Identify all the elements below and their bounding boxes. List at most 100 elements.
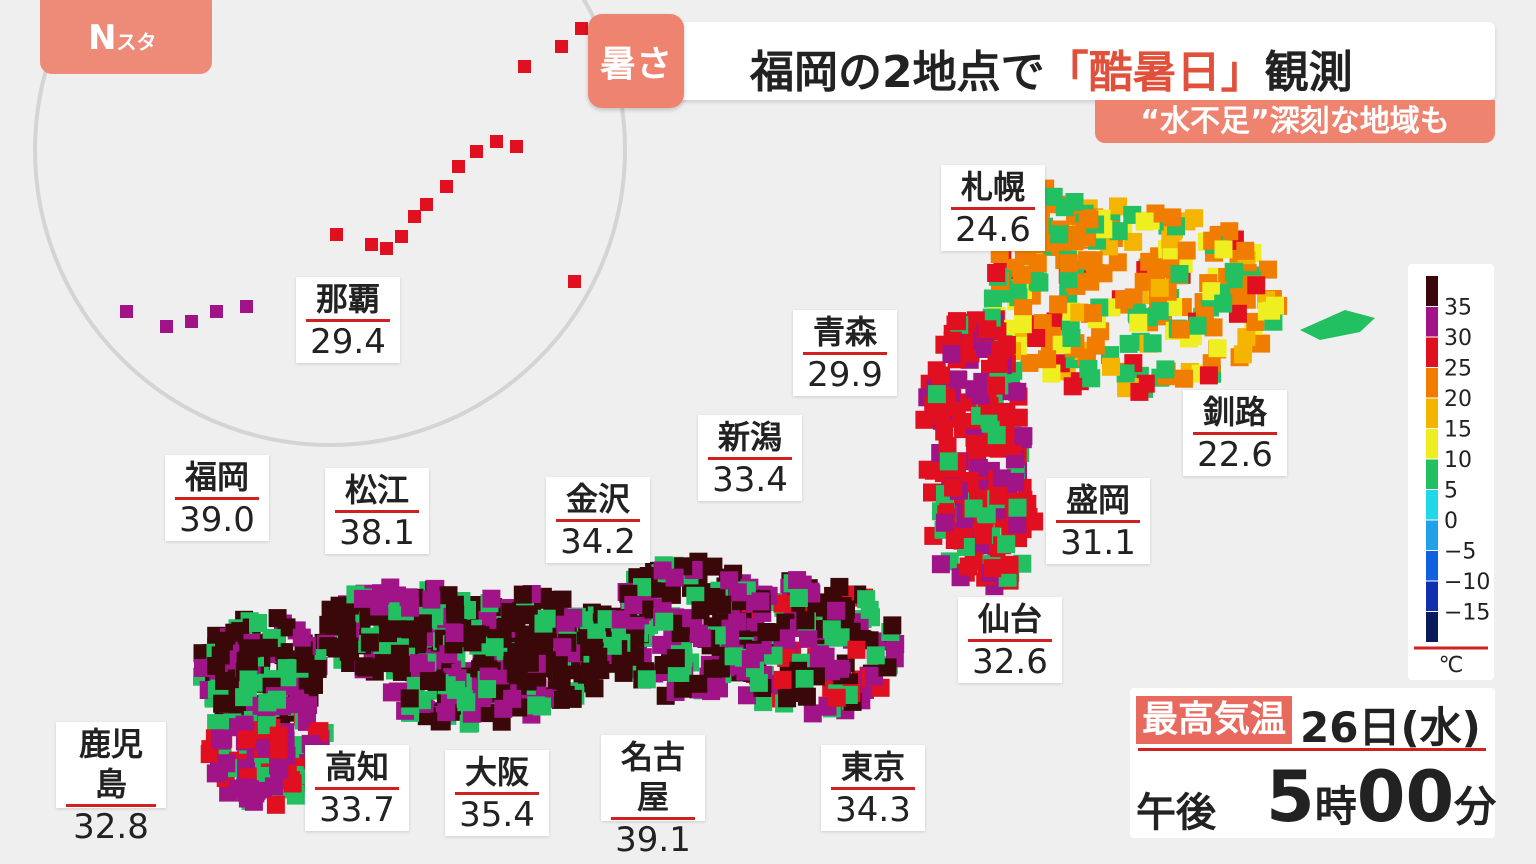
city-name: 東京: [831, 747, 915, 790]
map-cell: [308, 659, 327, 678]
city-label: 新潟 33.4: [698, 415, 802, 501]
map-cell: [1086, 336, 1105, 355]
info-date: 26日(水): [1300, 703, 1481, 752]
map-cell: [1055, 198, 1074, 217]
map-cell: [666, 649, 685, 668]
map-cell: [959, 557, 978, 576]
legend-swatch: [1426, 337, 1438, 368]
map-cell: [973, 526, 992, 545]
legend-tick-label: −15: [1444, 601, 1490, 626]
city-name: 釧路: [1193, 392, 1277, 435]
map-cell: [1163, 208, 1182, 227]
legend-tick-label: 10: [1444, 448, 1472, 473]
city-label: 東京 34.3: [821, 745, 925, 831]
map-cell: [1012, 265, 1031, 284]
logo-sub: スタ: [116, 30, 157, 54]
map-cell: [1062, 329, 1081, 347]
city-name: 高知: [315, 747, 399, 790]
legend-swatch: [1426, 276, 1438, 307]
map-cell: [1143, 334, 1162, 353]
legend-tick-label: 25: [1444, 357, 1472, 382]
city-temp: 24.6: [955, 210, 1031, 250]
map-cell: [1252, 334, 1271, 353]
map-cell: [374, 654, 393, 673]
map-cell: [1020, 353, 1039, 372]
map-cell: [741, 650, 760, 669]
map-cell: [1042, 364, 1061, 383]
map-cell: [915, 410, 934, 429]
legend-swatch: [1426, 367, 1438, 398]
map-cell: [457, 693, 476, 712]
map-cell: [667, 663, 686, 682]
map-cell: [720, 571, 739, 590]
map-cell: [215, 671, 234, 690]
map-cell: [485, 638, 504, 657]
map-cell: [120, 305, 133, 318]
map-cell: [482, 589, 501, 608]
map-cell: [277, 618, 296, 637]
map-cell: [691, 601, 710, 620]
city-name: 鹿児島: [66, 724, 156, 807]
map-cell: [292, 628, 311, 647]
city-name: 金沢: [556, 479, 640, 522]
legend-tick-label: 20: [1444, 387, 1472, 412]
map-cell: [372, 584, 390, 603]
map-cell: [365, 238, 378, 251]
map-cell: [564, 608, 583, 627]
map-cell: [1008, 382, 1027, 401]
map-cell: [1170, 265, 1189, 283]
map-cell: [520, 653, 539, 672]
city-label: 高知 33.7: [305, 745, 409, 831]
map-cell: [1109, 222, 1128, 241]
map-cell: [408, 629, 427, 648]
map-cell: [249, 614, 267, 632]
legend-swatch: [1426, 550, 1438, 581]
map-cell: [185, 315, 198, 328]
map-cell: [591, 661, 610, 680]
map-cell: [614, 663, 633, 682]
city-name: 那覇: [306, 279, 390, 322]
city-temp: 39.0: [179, 500, 255, 540]
legend-swatch: [1426, 428, 1438, 459]
map-cell: [633, 578, 651, 597]
map-cell: [506, 659, 525, 678]
island: [1300, 310, 1375, 340]
map-cell: [553, 638, 572, 657]
map-cell: [1084, 304, 1102, 323]
map-cell: [1059, 270, 1078, 289]
map-cell: [215, 632, 233, 651]
map-cell: [277, 659, 296, 678]
map-cell: [269, 726, 288, 745]
map-cell: [987, 264, 1006, 282]
city-label: 盛岡 31.1: [1046, 478, 1150, 564]
map-cell: [210, 305, 223, 318]
map-cell: [827, 688, 846, 707]
map-cell: [238, 789, 257, 808]
map-cell: [1230, 288, 1249, 307]
city-temp: 35.4: [459, 795, 535, 835]
map-cell: [1094, 264, 1113, 283]
map-cell: [380, 242, 393, 255]
map-cell: [945, 531, 964, 549]
map-cell: [948, 312, 966, 331]
map-cell: [997, 335, 1016, 354]
map-cell: [981, 414, 1000, 433]
map-cell: [507, 613, 526, 632]
map-cell: [1008, 515, 1027, 534]
map-cell: [966, 434, 985, 453]
map-cell: [665, 568, 684, 587]
map-cell: [857, 590, 876, 609]
tag: 暑さ: [588, 14, 684, 108]
map-cell: [1028, 272, 1047, 291]
city-name: 福岡: [175, 457, 259, 500]
map-cell: [1050, 225, 1069, 244]
map-cell: [445, 595, 464, 614]
map-cell: [637, 670, 656, 689]
map-cell: [476, 704, 495, 723]
map-cell: [751, 592, 770, 611]
city-label: 名古屋 39.1: [601, 735, 705, 860]
map-cell: [207, 657, 226, 675]
map-cell: [235, 688, 254, 707]
map-cell: [552, 671, 571, 690]
map-cell: [661, 584, 680, 603]
